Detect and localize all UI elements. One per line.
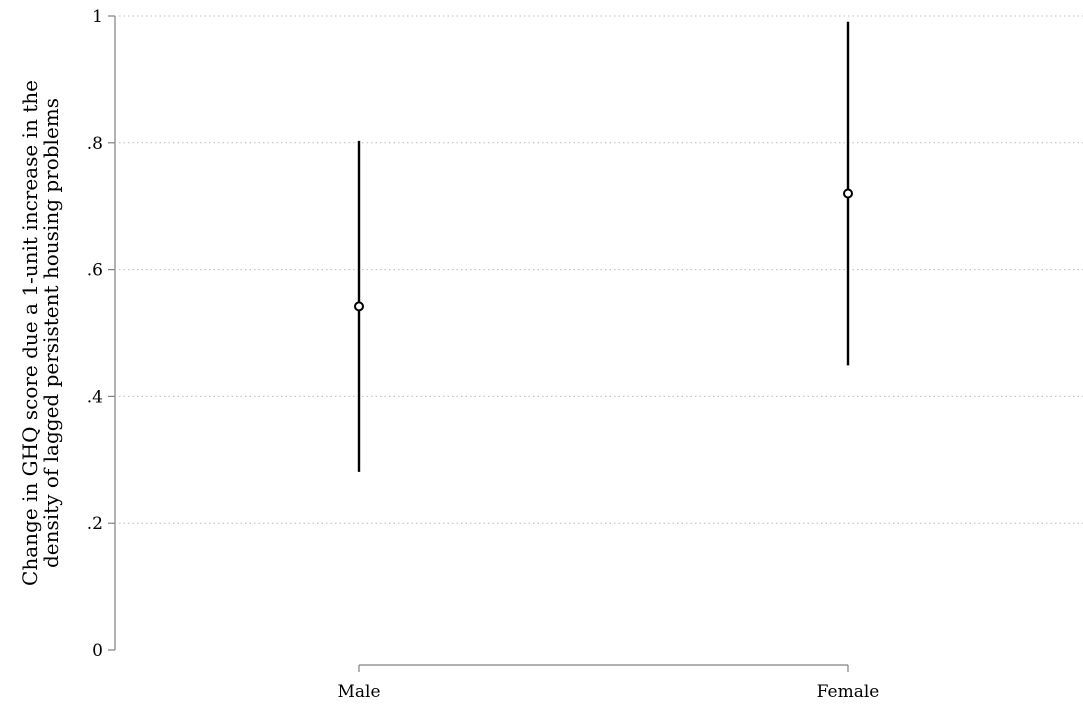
y-axis-title: Change in GHQ score due a 1-unit increas…	[18, 80, 63, 586]
estimate-marks	[354, 21, 853, 472]
y-tick-label: .2	[87, 514, 103, 534]
y-tick-label: .4	[87, 387, 103, 407]
x-tick-label-male: Male	[337, 682, 380, 702]
y-axis-title-text: Change in GHQ score due a 1-unit increas…	[18, 80, 63, 586]
y-axis: 0 .2 .4 .6 .8 1	[87, 7, 116, 661]
y-tick-label: 1	[92, 7, 103, 27]
estimate-point-male	[354, 301, 364, 312]
y-axis-title-line: Change in GHQ score due a 1-unit increas…	[18, 80, 42, 586]
x-axis: Male Female	[337, 664, 880, 702]
estimate-point-female	[843, 188, 853, 199]
gridlines	[119, 15, 1083, 524]
y-tick-label: .8	[87, 134, 103, 154]
y-axis-title-line: density of lagged persistent housing pro…	[39, 98, 63, 568]
y-tick-label: .6	[87, 261, 103, 281]
y-tick-label: 0	[92, 641, 103, 661]
x-tick-label-female: Female	[817, 682, 880, 702]
